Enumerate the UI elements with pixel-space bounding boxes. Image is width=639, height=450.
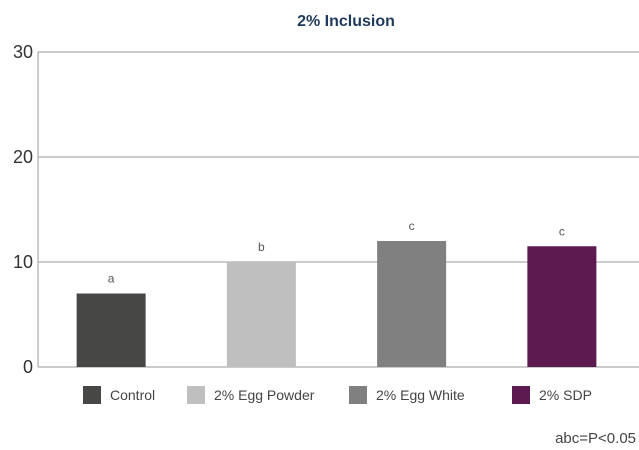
legend-swatch — [187, 386, 205, 404]
bar-data-label: b — [258, 240, 265, 254]
legend-label: 2% Egg Powder — [214, 387, 315, 403]
legend-label: Control — [110, 387, 155, 403]
bars — [76, 241, 597, 367]
y-tick-label: 10 — [13, 252, 33, 272]
legend-swatch — [349, 386, 367, 404]
bar-control — [76, 293, 146, 367]
significance-note: abc=P<0.05 — [555, 430, 636, 447]
y-tick-label: 30 — [13, 42, 33, 62]
bar-data-label: c — [409, 219, 415, 233]
bar-2-egg-powder — [226, 262, 296, 367]
legend: Control 2% Egg Powder 2% Egg White 2% SDP — [83, 386, 592, 404]
y-tick-label: 20 — [13, 147, 33, 167]
legend-swatch — [83, 386, 101, 404]
bar-2-egg-white — [377, 241, 447, 367]
legend-label: 2% SDP — [539, 387, 592, 403]
bar-data-label: c — [559, 224, 565, 238]
legend-swatch — [512, 386, 530, 404]
y-tick-label: 0 — [23, 357, 33, 377]
y-axis-ticks: 0 10 20 30 — [13, 42, 33, 377]
legend-label: 2% Egg White — [376, 387, 465, 403]
bar-2-sdp — [527, 246, 597, 367]
chart-title: 2% Inclusion — [297, 13, 395, 30]
bar-data-label: a — [108, 272, 115, 286]
data-labels: a b c c — [108, 219, 565, 286]
